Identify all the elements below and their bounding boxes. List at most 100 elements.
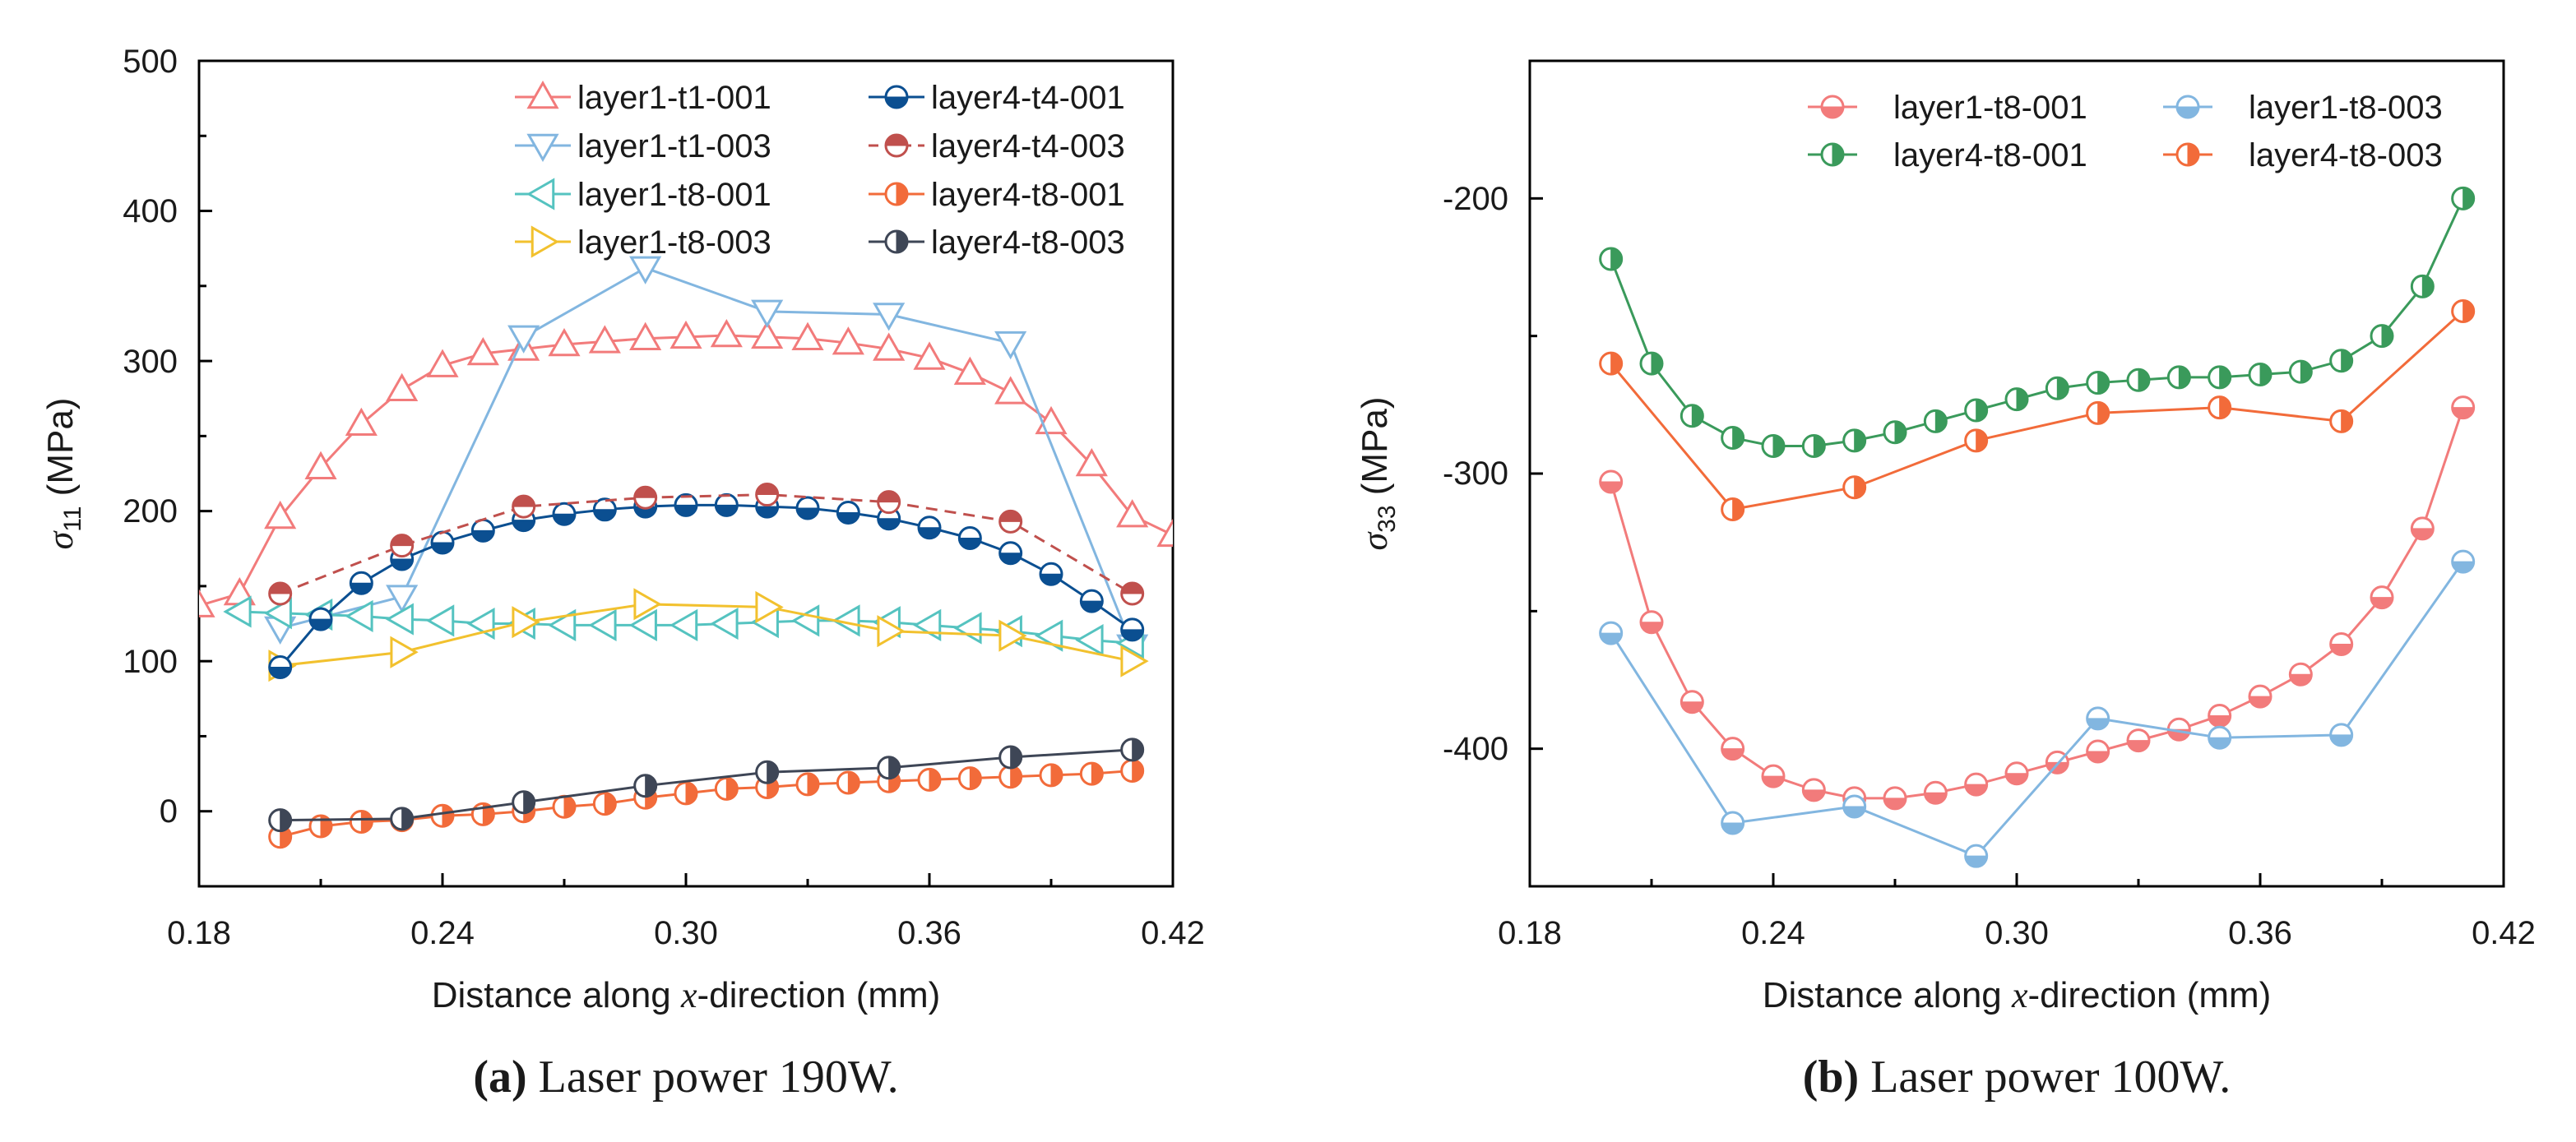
legend-item: layer4-t4-001 (869, 80, 1125, 116)
legend-b: layer1-t8-001 layer1-t8-003 layer4-t8-00… (1808, 90, 2443, 173)
data-point-marker (1883, 786, 1907, 811)
data-point-marker (512, 606, 540, 639)
data-point-marker (1820, 142, 1845, 167)
plot-area-b (1528, 59, 2505, 888)
data-point-marker (674, 781, 698, 806)
series-layer-b (1599, 186, 2476, 868)
x-tick-label: 0.30 (1985, 915, 2049, 951)
data-point-marker (552, 794, 577, 819)
axis-ticks-a (197, 59, 1174, 888)
x-tick-label: 0.42 (1141, 915, 1205, 951)
data-point-marker (832, 604, 860, 637)
legend-item: layer4-t8-003 (2163, 137, 2443, 173)
data-point-marker (2126, 368, 2151, 392)
data-point-marker (629, 321, 662, 350)
x-tick-labels-a: 0.18 0.24 0.30 0.36 0.42 (167, 915, 1205, 951)
data-point-marker (304, 451, 337, 479)
data-point-marker (349, 810, 373, 835)
data-point-marker (836, 500, 860, 525)
legend-label: layer4-t8-003 (931, 224, 1125, 261)
data-point-marker (512, 494, 536, 519)
y-tick-labels-b: -400 -300 -200 (1443, 181, 1508, 767)
data-point-marker (873, 303, 906, 331)
data-point-marker (953, 356, 986, 385)
legend-item: layer1-t8-003 (515, 224, 771, 261)
data-point-marker (917, 516, 942, 540)
data-point-marker (1120, 645, 1149, 677)
data-point-marker (1761, 764, 1786, 788)
legend-label: layer1-t8-003 (2249, 90, 2443, 126)
legend-item: layer4-t8-001 (869, 177, 1125, 213)
data-point-marker (884, 182, 909, 206)
data-point-marker (430, 530, 455, 555)
y-tick-label: 100 (123, 644, 178, 680)
data-point-marker (552, 502, 577, 526)
data-point-marker (710, 607, 739, 640)
series-line (1610, 407, 2465, 800)
legend-item: layer1-t1-003 (515, 128, 771, 164)
x-tick-label: 0.18 (1498, 915, 1562, 951)
series-layer4-t4-001 (268, 492, 1145, 679)
data-point-marker (2045, 376, 2069, 400)
caption-a: (a) Laser power 190W. (473, 1052, 898, 1103)
data-point-marker (884, 133, 909, 158)
data-point-marker (994, 376, 1027, 405)
legend-swatch (515, 178, 571, 210)
data-point-marker (714, 492, 739, 517)
data-point-marker (526, 133, 559, 163)
series-line (280, 603, 1133, 668)
data-point-marker (268, 808, 293, 833)
x-tick-label: 0.36 (897, 915, 961, 951)
data-point-marker (2370, 585, 2394, 610)
data-point-marker (2451, 299, 2476, 324)
data-point-marker (998, 619, 1027, 652)
x-tick-label: 0.36 (2228, 915, 2292, 951)
data-point-marker (751, 299, 784, 328)
legend-swatch (869, 229, 924, 254)
data-point-marker (1079, 761, 1104, 786)
data-point-marker (710, 319, 743, 348)
series-layer4-t8-003 (1599, 299, 2476, 522)
legend-label: layer4-t8-001 (1893, 137, 2087, 173)
legend-a: layer1-t1-001 layer1-t1-003 layer1-t8-00… (515, 80, 1125, 261)
data-point-marker (1923, 780, 1948, 805)
data-point-marker (2208, 725, 2232, 750)
legend-label: layer4-t8-001 (931, 177, 1125, 213)
data-point-marker (957, 766, 982, 791)
data-point-marker (884, 85, 909, 109)
data-point-marker (1599, 621, 1624, 645)
data-point-marker (268, 654, 293, 679)
legend-item: layer1-t1-001 (515, 80, 771, 116)
data-point-marker (526, 80, 559, 109)
data-point-marker (917, 767, 942, 792)
data-point-marker (547, 608, 577, 641)
data-point-marker (2086, 371, 2110, 395)
data-point-marker (592, 792, 617, 816)
data-point-marker (913, 341, 946, 370)
legend-swatch (2163, 95, 2212, 119)
data-point-marker (791, 321, 824, 350)
data-point-marker (2451, 549, 2476, 574)
series-layer4-t8-001 (1599, 186, 2476, 459)
data-point-marker (755, 590, 784, 624)
y-axis-label-b: σ33 (MPa) (1355, 396, 1401, 550)
data-point-marker (1679, 690, 1704, 714)
data-point-marker (998, 509, 1023, 534)
data-point-marker (1721, 497, 1745, 522)
data-point-marker (1599, 469, 1624, 494)
data-point-marker (1820, 95, 1845, 119)
data-point-marker (1599, 247, 1624, 271)
data-point-marker (386, 372, 419, 402)
data-point-marker (2370, 324, 2394, 349)
legend-label: layer4-t8-003 (2249, 137, 2443, 173)
series-line (280, 266, 1134, 647)
data-point-marker (390, 807, 415, 831)
series-layer4-t8-001 (268, 758, 1145, 849)
data-point-marker (2004, 387, 2029, 412)
data-point-marker (1639, 351, 1664, 376)
data-point-marker (1120, 758, 1145, 783)
data-point-marker (877, 490, 901, 515)
y-tick-label: -200 (1443, 181, 1508, 217)
data-point-marker (669, 320, 702, 349)
legend-swatch (2163, 142, 2212, 167)
